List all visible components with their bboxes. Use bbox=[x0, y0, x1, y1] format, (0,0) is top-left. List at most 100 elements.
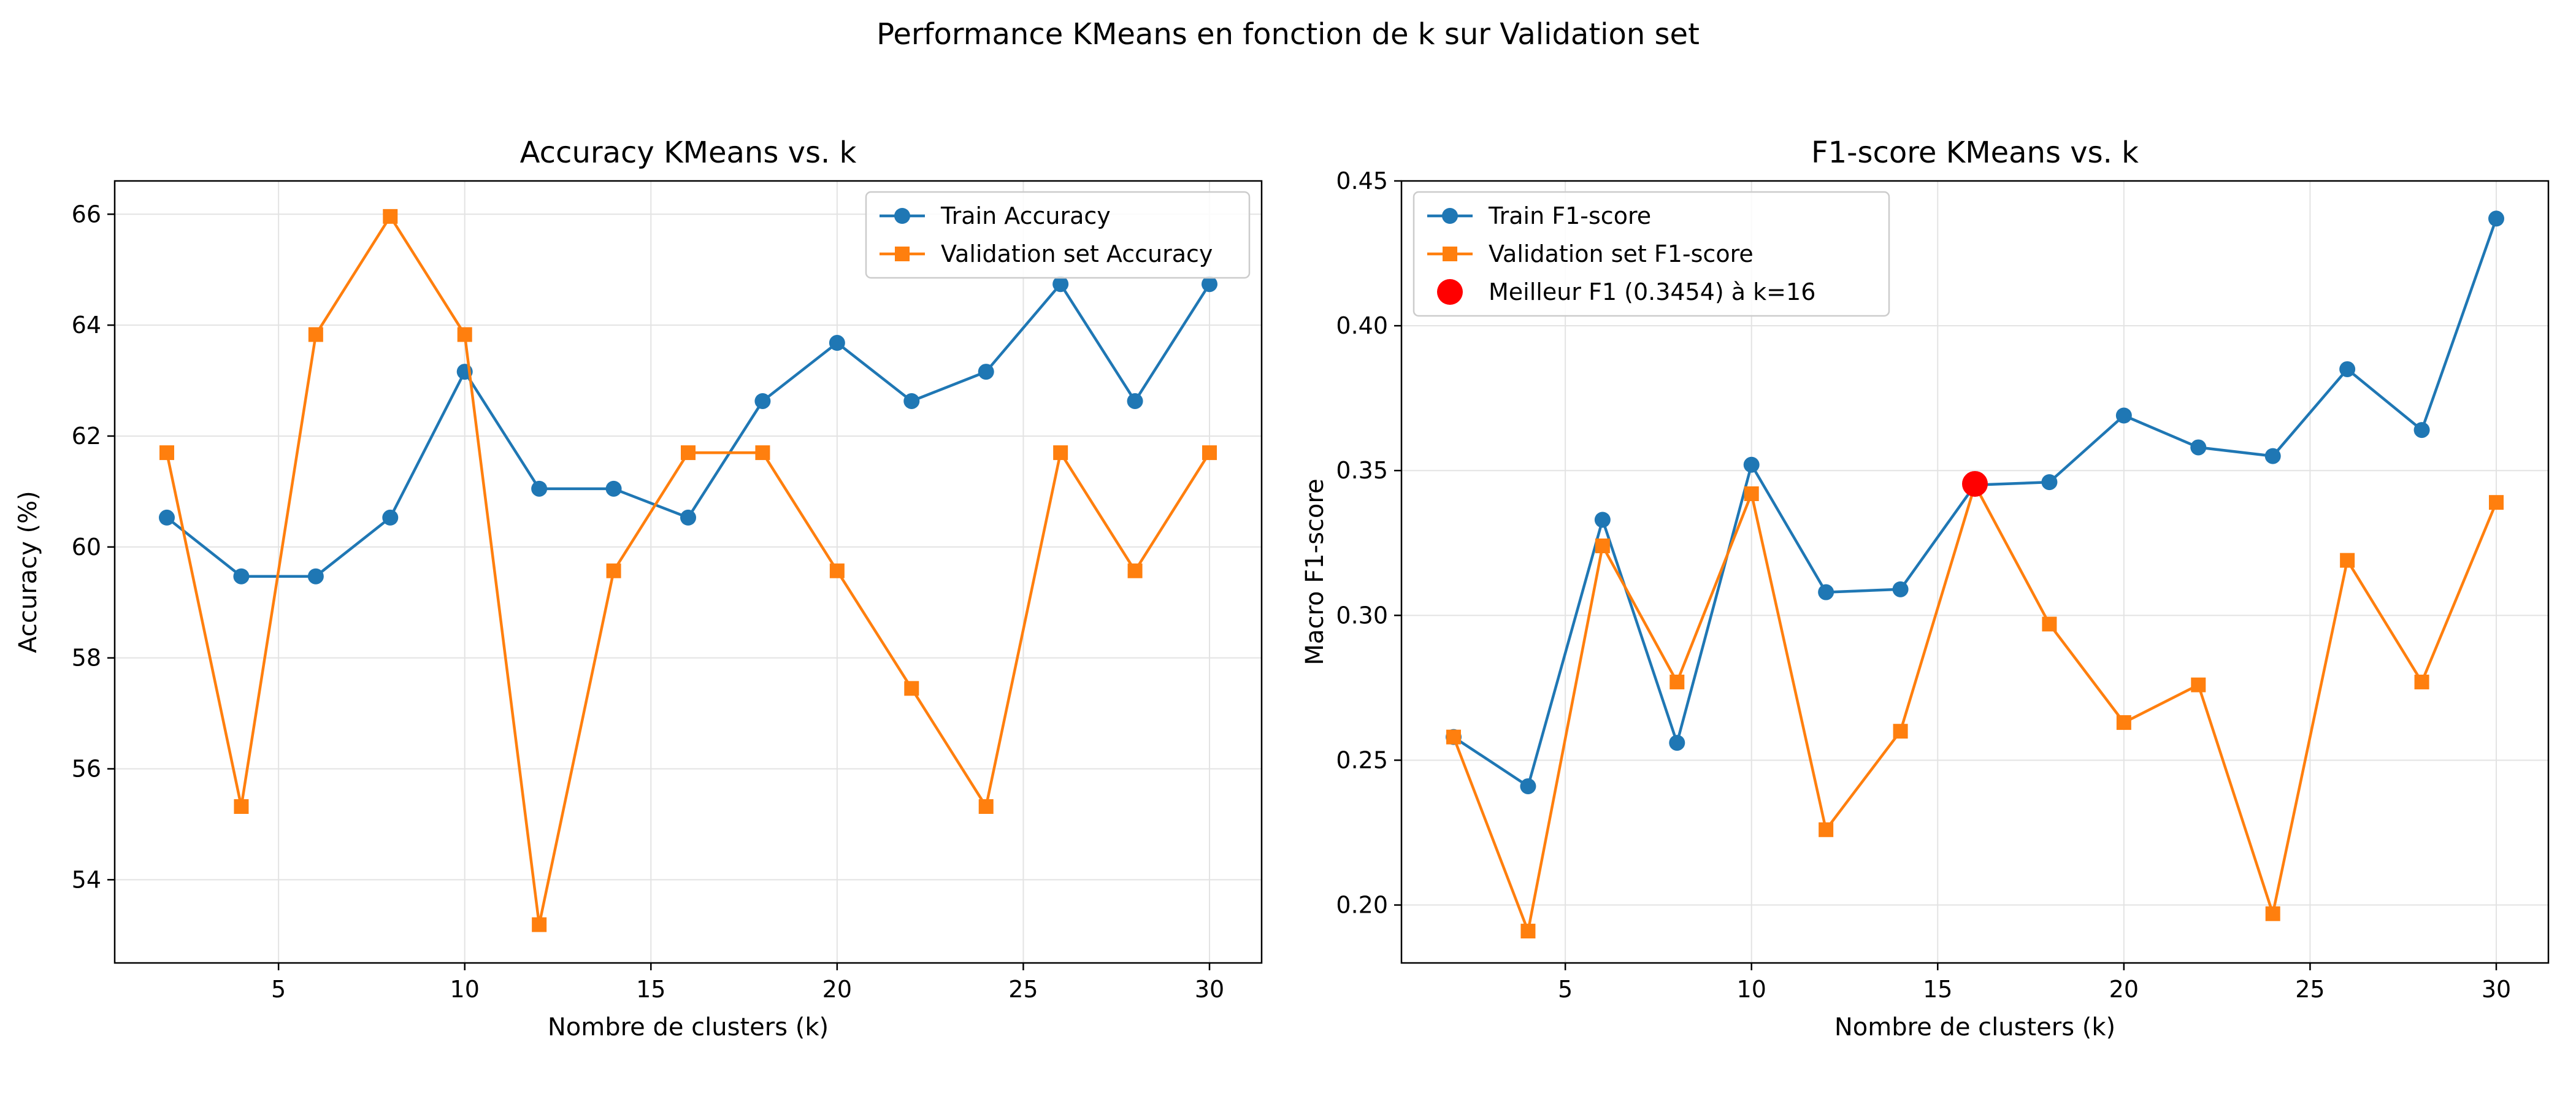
data-point bbox=[2340, 553, 2355, 568]
data-point bbox=[1127, 563, 1143, 578]
data-point bbox=[1127, 393, 1143, 409]
panel-title: F1-score KMeans vs. k bbox=[1811, 136, 2139, 170]
data-point bbox=[754, 393, 771, 409]
data-point bbox=[2488, 210, 2504, 227]
data-point bbox=[1594, 512, 1611, 528]
data-point bbox=[1892, 581, 1909, 597]
legend-marker bbox=[1442, 208, 1458, 224]
x-tick-label: 10 bbox=[450, 976, 480, 1003]
series-line-2 bbox=[1452, 483, 2498, 933]
y-tick-label: 60 bbox=[72, 534, 101, 561]
legend: Train Accuracy Validation set Accuracy bbox=[865, 191, 1251, 279]
legend-marker bbox=[1437, 279, 1463, 305]
data-point bbox=[2414, 674, 2429, 689]
data-point bbox=[383, 209, 398, 224]
data-point bbox=[457, 327, 472, 342]
y-tick-label: 0.30 bbox=[1336, 602, 1388, 629]
data-point bbox=[978, 799, 994, 814]
x-tick-label: 15 bbox=[1923, 976, 1952, 1003]
legend-marker bbox=[894, 208, 910, 224]
data-point bbox=[1202, 276, 1217, 293]
data-point bbox=[2265, 906, 2280, 921]
data-point bbox=[1743, 456, 1760, 473]
data-point bbox=[1520, 778, 1536, 794]
data-point bbox=[1053, 445, 1068, 461]
legend-box bbox=[865, 191, 1251, 279]
data-point bbox=[2042, 616, 2057, 632]
data-point bbox=[2413, 422, 2430, 439]
data-point bbox=[1893, 724, 1908, 739]
y-tick-label: 0.45 bbox=[1336, 167, 1388, 194]
y-axis-label: Accuracy (%) bbox=[14, 491, 42, 653]
data-point bbox=[233, 568, 250, 585]
legend-label: Train Accuracy bbox=[940, 202, 1111, 229]
data-point bbox=[904, 681, 919, 696]
y-tick-label: 56 bbox=[72, 756, 101, 783]
data-point bbox=[234, 799, 249, 814]
data-point bbox=[1595, 539, 1610, 553]
data-point bbox=[1819, 822, 1834, 837]
chart-panel-1: 5 10 15 20 25 30 54 56 58 60 62 64 66 Accuracy KMeans… bbox=[14, 136, 1263, 1041]
data-point bbox=[978, 364, 994, 380]
data-point bbox=[1446, 729, 1461, 745]
data-point bbox=[1669, 674, 1685, 689]
data-point bbox=[1669, 735, 1685, 751]
y-tick-label: 0.25 bbox=[1336, 746, 1388, 773]
data-point bbox=[307, 568, 324, 585]
legend-label: Validation set Accuracy bbox=[941, 240, 1213, 267]
best-point-marker bbox=[1962, 470, 1988, 497]
data-point bbox=[159, 445, 174, 461]
data-point bbox=[1202, 445, 1217, 461]
plot-frame bbox=[1400, 180, 2550, 964]
x-tick-label: 5 bbox=[271, 976, 286, 1003]
plot-frame bbox=[113, 180, 1263, 964]
data-point bbox=[1744, 486, 1759, 501]
data-point bbox=[2116, 715, 2131, 730]
y-tick-label: 54 bbox=[72, 866, 101, 893]
data-point bbox=[680, 509, 696, 526]
figure-title: Performance KMeans en fonction de k sur … bbox=[876, 17, 1700, 52]
data-point bbox=[382, 509, 399, 526]
x-tick-label: 30 bbox=[2482, 976, 2511, 1003]
y-tick-label: 58 bbox=[72, 645, 101, 672]
y-tick-label: 64 bbox=[72, 312, 101, 339]
chart-panel-2: 5 10 15 20 25 30 0.20 0.25 0.30 0.35 0.40 0.45 F1-sc… bbox=[1301, 136, 2550, 1041]
x-tick-label: 15 bbox=[636, 976, 665, 1003]
data-point bbox=[2115, 407, 2132, 424]
data-point bbox=[755, 445, 770, 461]
x-tick-label: 25 bbox=[2295, 976, 2325, 1003]
legend-label: Validation set F1-score bbox=[1489, 240, 1754, 267]
legend: Train F1-score Validation set F1-score Mei… bbox=[1413, 191, 1890, 317]
data-point bbox=[2190, 439, 2207, 456]
series-line-1 bbox=[166, 282, 1211, 578]
data-point bbox=[2489, 495, 2504, 510]
data-point bbox=[2041, 474, 2058, 491]
x-tick-label: 30 bbox=[1195, 976, 1224, 1003]
x-tick-label: 25 bbox=[1008, 976, 1038, 1003]
y-tick-label: 66 bbox=[72, 201, 101, 228]
legend-marker bbox=[895, 247, 910, 261]
y-tick-label: 62 bbox=[72, 423, 101, 450]
panel-title: Accuracy KMeans vs. k bbox=[520, 136, 857, 170]
data-point bbox=[159, 509, 175, 526]
data-point bbox=[1052, 276, 1069, 293]
data-point bbox=[605, 480, 622, 497]
legend-box bbox=[1413, 191, 1890, 317]
data-point bbox=[2191, 677, 2206, 692]
data-point bbox=[829, 563, 845, 578]
y-tick-label: 0.40 bbox=[1336, 312, 1388, 339]
x-axis-label: Nombre de clusters (k) bbox=[548, 1013, 829, 1041]
data-point bbox=[2339, 361, 2356, 377]
x-tick-label: 20 bbox=[822, 976, 852, 1003]
y-axis-label: Macro F1-score bbox=[1301, 478, 1329, 665]
data-point bbox=[531, 480, 548, 497]
x-axis-label: Nombre de clusters (k) bbox=[1834, 1013, 2115, 1041]
data-point bbox=[308, 327, 323, 342]
y-tick-label: 0.20 bbox=[1336, 892, 1388, 919]
data-point bbox=[1520, 924, 1536, 939]
legend-label: Meilleur F1 (0.3454) à k=16 bbox=[1489, 278, 1815, 305]
data-point bbox=[532, 917, 547, 932]
legend-label: Train F1-score bbox=[1488, 202, 1651, 229]
data-point bbox=[606, 563, 621, 578]
